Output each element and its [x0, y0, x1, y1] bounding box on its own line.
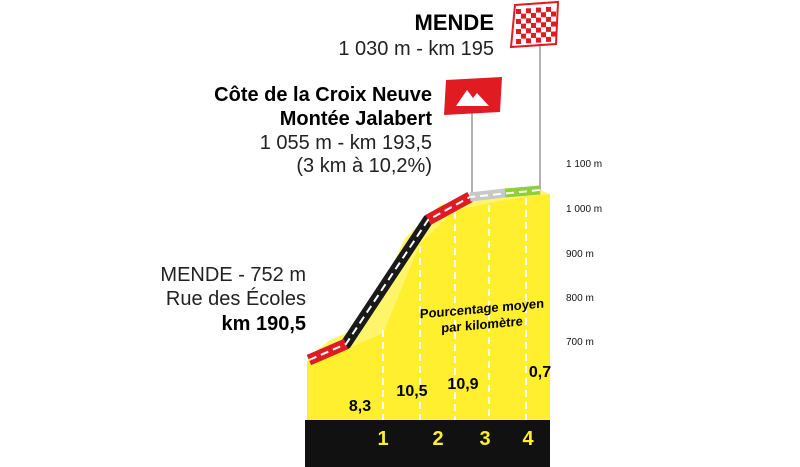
checker-square [521, 33, 526, 39]
start-line1: MENDE - 752 m [160, 264, 306, 286]
checker-square [516, 19, 521, 24]
checker-square [521, 23, 526, 29]
checker-square [541, 12, 546, 18]
climb-name-line2: Montée Jalabert [279, 108, 432, 130]
checker-square [551, 21, 556, 27]
checker-square [546, 6, 551, 12]
checker-square [526, 8, 531, 14]
checker-square [516, 29, 521, 34]
gradient-caption-line2: par kilomètre [441, 313, 523, 335]
altitude-label-1100: 1 100 m [566, 159, 603, 170]
gradient-km3: 10,9 [447, 376, 478, 393]
checker-square [526, 38, 531, 44]
checker-square [546, 16, 551, 22]
km-band [305, 420, 550, 467]
finish-name: MENDE [414, 10, 494, 35]
gradient-km2: 10,5 [396, 383, 427, 400]
checker-square [551, 31, 556, 37]
checker-square [536, 17, 541, 23]
checker-square [546, 26, 551, 32]
altitude-label-900: 900 m [566, 249, 594, 260]
road-center-line [308, 189, 541, 361]
km-marker-4: 4 [522, 428, 534, 450]
climb-detail-line1: 1 055 m - km 193,5 [259, 132, 432, 154]
checker-square [521, 13, 526, 19]
checker-square [541, 22, 546, 28]
checker-square [531, 32, 536, 38]
finish-detail: 1 030 m - km 195 [338, 38, 494, 60]
checker-square [531, 22, 536, 28]
km-marker-2: 2 [432, 428, 443, 450]
start-line3: km 190,5 [221, 313, 306, 335]
gradient-km4: 0,7 [529, 364, 551, 381]
km-marker-1: 1 [377, 428, 388, 450]
checker-square [536, 27, 541, 33]
altitude-label-1000: 1 000 m [566, 204, 603, 215]
checker-square [546, 36, 551, 42]
start-line2: Rue des Écoles [165, 288, 306, 310]
checker-square [541, 32, 546, 38]
gradient-km1: 8,3 [349, 398, 371, 415]
checker-square [531, 12, 536, 18]
checker-square [551, 11, 556, 17]
checker-square [536, 7, 541, 13]
altitude-label-800: 800 m [566, 293, 594, 304]
altitude-label-700: 700 m [566, 337, 594, 348]
mountain-icon [444, 77, 502, 115]
km-marker-3: 3 [479, 428, 490, 450]
checker-square [516, 39, 521, 44]
checker-square [526, 18, 531, 24]
checker-square [516, 9, 521, 14]
climb-name-line1: Côte de la Croix Neuve [214, 84, 432, 106]
checkered-flag-icon [509, 0, 560, 49]
checker-square [536, 37, 541, 43]
climb-detail-line2: (3 km à 10,2%) [296, 155, 432, 177]
checker-square [526, 28, 531, 34]
